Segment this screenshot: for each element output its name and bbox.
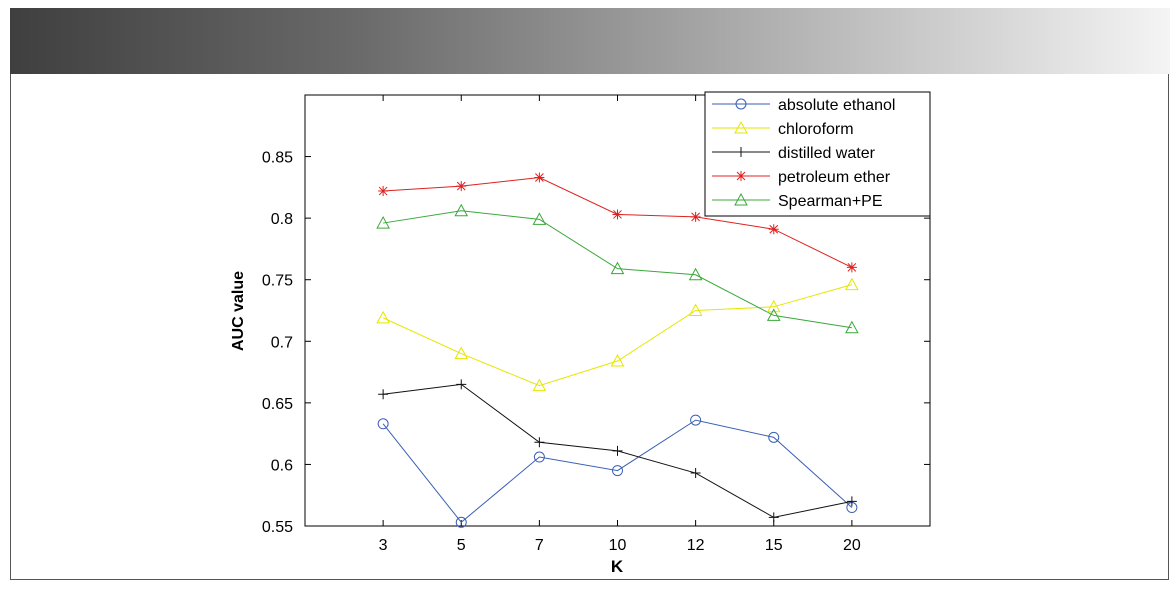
data-point bbox=[734, 192, 748, 206]
legend-box bbox=[704, 91, 931, 217]
y-tick-label: 0.6 bbox=[271, 457, 293, 474]
data-point bbox=[688, 303, 703, 316]
y-tick-label: 0.75 bbox=[262, 273, 293, 290]
x-tick-label: 20 bbox=[843, 537, 861, 554]
data-point bbox=[612, 445, 623, 456]
y-tick-label: 0.7 bbox=[271, 334, 293, 351]
data-point bbox=[766, 299, 781, 313]
legend-entry: chloroform bbox=[778, 121, 854, 138]
x-axis-label: K bbox=[611, 557, 624, 576]
y-tick-label: 0.65 bbox=[262, 396, 293, 413]
data-point bbox=[610, 353, 625, 367]
legend: absolute ethanol chloroform distilled wate… bbox=[704, 91, 931, 217]
data-point bbox=[534, 172, 545, 183]
data-point bbox=[766, 308, 781, 321]
legend-entry: petroleum ether bbox=[778, 169, 891, 186]
data-point bbox=[455, 516, 467, 528]
data-point bbox=[534, 437, 545, 448]
x-tick-label: 5 bbox=[457, 537, 466, 554]
data-point bbox=[532, 378, 547, 392]
data-point bbox=[846, 262, 857, 273]
data-point bbox=[845, 320, 859, 334]
legend-entry: absolute ethanol bbox=[778, 97, 895, 114]
series-line bbox=[382, 284, 853, 387]
data-point bbox=[376, 216, 390, 229]
figure-frame bbox=[10, 74, 1169, 580]
data-point bbox=[376, 310, 390, 324]
x-tick-label: 15 bbox=[765, 537, 783, 554]
axis-ticks bbox=[305, 95, 930, 527]
data-point bbox=[735, 98, 747, 110]
data-point bbox=[690, 468, 701, 479]
y-axis-label: AUC value bbox=[230, 271, 247, 351]
data-point bbox=[378, 389, 389, 400]
legend-entry: distilled water bbox=[778, 145, 876, 162]
data-point bbox=[612, 209, 623, 220]
data-point bbox=[378, 186, 389, 197]
data-point bbox=[768, 431, 780, 443]
data-point bbox=[532, 212, 547, 225]
x-tick-label: 10 bbox=[609, 537, 627, 554]
y-tick-label: 0.85 bbox=[262, 150, 293, 167]
header-banner bbox=[10, 8, 1170, 74]
data-point bbox=[736, 171, 746, 181]
y-tick-labels: 0.55 0.6 0.65 0.7 0.75 0.8 0.85 bbox=[262, 150, 293, 536]
x-tick-label: 12 bbox=[687, 537, 705, 554]
data-point bbox=[736, 147, 746, 157]
data-point bbox=[456, 181, 467, 192]
series-line bbox=[383, 210, 852, 329]
data-point bbox=[610, 261, 625, 275]
data-point bbox=[734, 120, 748, 134]
data-point bbox=[454, 203, 469, 217]
data-point bbox=[533, 451, 545, 463]
x-tick-label: 7 bbox=[535, 537, 544, 554]
y-tick-label: 0.8 bbox=[271, 211, 293, 228]
data-point bbox=[846, 496, 857, 507]
data-point bbox=[688, 267, 703, 281]
legend-entry: Spearman+PE bbox=[778, 193, 883, 210]
x-tick-labels: 3 5 7 10 12 15 20 bbox=[379, 537, 861, 554]
data-point bbox=[768, 512, 779, 523]
data-point bbox=[845, 277, 859, 291]
data-point bbox=[768, 224, 779, 235]
series-markers bbox=[376, 172, 859, 528]
data-point bbox=[612, 465, 623, 477]
data-point bbox=[690, 211, 701, 222]
data-point bbox=[456, 379, 467, 390]
series-line bbox=[382, 419, 853, 524]
data-point bbox=[690, 414, 702, 426]
y-tick-label: 0.55 bbox=[262, 519, 293, 536]
data-point bbox=[454, 346, 469, 360]
x-tick-label: 3 bbox=[379, 537, 388, 554]
data-point bbox=[377, 418, 389, 430]
